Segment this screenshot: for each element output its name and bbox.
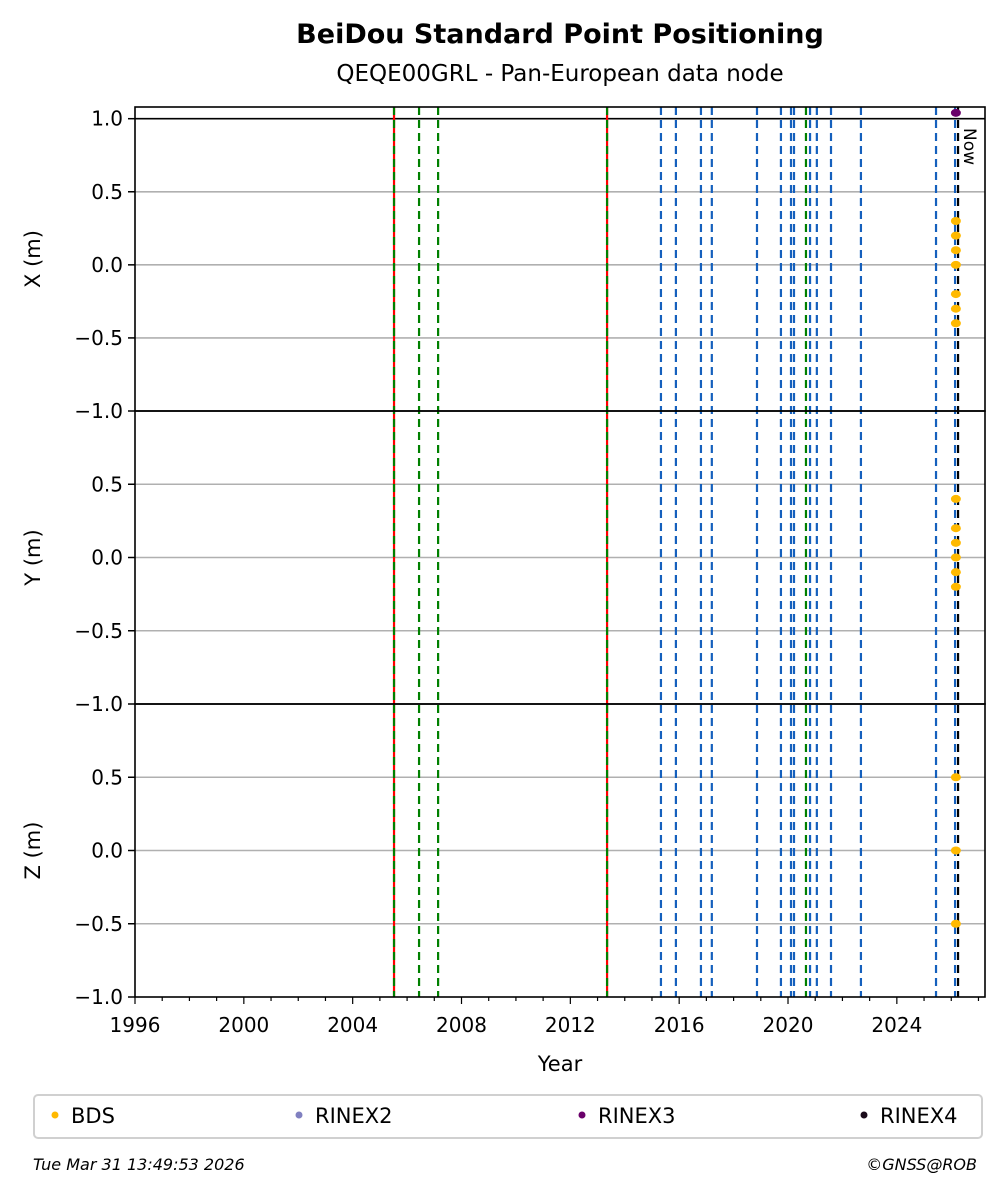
y-tick-label: 0.5: [91, 180, 123, 204]
y-tick-label: 0.0: [91, 546, 123, 570]
footer-timestamp: Tue Mar 31 13:49:53 2026: [33, 1155, 245, 1174]
legend-marker-rinex3: [578, 1111, 586, 1119]
chart-title: BeiDou Standard Point Positioning: [296, 19, 824, 50]
y-axis-label: Y (m): [21, 529, 45, 586]
x-axis-label: Year: [537, 1052, 583, 1076]
y-tick-label: −1.0: [74, 399, 123, 423]
x-tick-label: 2000: [218, 1013, 269, 1037]
y-tick-label: 1.0: [91, 107, 123, 131]
legend-box: [33, 1094, 983, 1139]
footer-credit: ©GNSS@ROB: [866, 1155, 977, 1174]
y-tick-label: −1.0: [74, 692, 123, 716]
bds-point: [950, 846, 961, 855]
bds-point: [950, 773, 961, 782]
y-tick-label: −0.5: [74, 326, 123, 350]
y-tick-label: −0.5: [74, 912, 123, 936]
bds-point: [950, 494, 961, 503]
bds-point: [950, 246, 961, 255]
y-tick-label: 0.5: [91, 765, 123, 789]
y-tick-label: 0.0: [91, 253, 123, 277]
bds-point: [950, 568, 961, 577]
y-axis-label: X (m): [21, 230, 45, 288]
x-tick-label: 2012: [545, 1013, 596, 1037]
x-tick-label: 2020: [763, 1013, 814, 1037]
bds-point: [950, 553, 961, 562]
bds-point: [950, 582, 961, 591]
y-tick-label: 0.0: [91, 839, 123, 863]
y-tick-label: −1.0: [74, 985, 123, 1009]
bds-point: [950, 290, 961, 299]
panel-frame: [134, 703, 986, 998]
x-tick-label: 2004: [327, 1013, 378, 1037]
bds-point: [950, 217, 961, 225]
bds-point: [950, 919, 961, 928]
legend-label-rinex3: RINEX3: [598, 1104, 676, 1128]
legend-marker-rinex4: [860, 1111, 868, 1119]
x-tick-label: 1996: [110, 1013, 161, 1037]
bds-point: [950, 319, 961, 328]
x-tick-label: 2016: [654, 1013, 705, 1037]
legend-label-rinex4: RINEX4: [880, 1104, 958, 1128]
bds-point: [950, 260, 961, 269]
legend-marker-bds: [51, 1111, 59, 1119]
legend-marker-rinex2: [295, 1111, 303, 1119]
y-axis-label: Z (m): [21, 822, 45, 880]
chart-subtitle: QEQE00GRL - Pan-European data node: [336, 61, 783, 87]
legend-label-rinex2: RINEX2: [315, 1104, 393, 1128]
bds-point: [950, 231, 961, 240]
y-tick-label: 0.5: [91, 472, 123, 496]
x-tick-label: 2024: [871, 1013, 922, 1037]
bds-point: [950, 538, 961, 547]
bds-point: [950, 304, 961, 313]
panel-frame: [134, 106, 986, 412]
now-label: Now: [959, 128, 979, 165]
legend-label-bds: BDS: [71, 1104, 115, 1128]
rinex3-point: [950, 108, 961, 117]
y-tick-label: −0.5: [74, 619, 123, 643]
x-tick-label: 2008: [436, 1013, 487, 1037]
bds-point: [950, 524, 961, 533]
